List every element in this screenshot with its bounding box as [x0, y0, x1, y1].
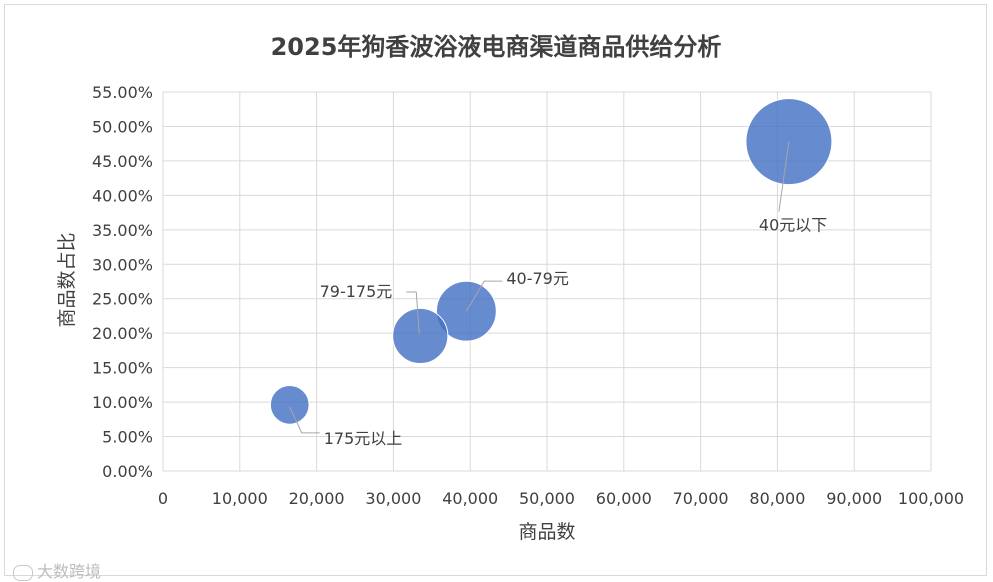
x-tick-label: 100,000: [898, 489, 964, 508]
leader-line: [406, 291, 420, 334]
y-tick-label: 40.00%: [92, 186, 153, 205]
x-tick-label: 30,000: [365, 489, 421, 508]
y-tick-label: 30.00%: [92, 255, 153, 274]
y-tick-label: 35.00%: [92, 221, 153, 240]
x-tick-label: 50,000: [519, 489, 575, 508]
leader-line: [465, 280, 503, 312]
watermark-logo-icon: [13, 564, 33, 581]
leader-line: [289, 406, 320, 434]
y-tick-label: 25.00%: [92, 290, 153, 309]
x-tick-label: 40,000: [442, 489, 498, 508]
footer-watermark: 大数跨境: [13, 558, 101, 582]
x-tick-label: 60,000: [596, 489, 652, 508]
y-tick-label: 45.00%: [92, 152, 153, 171]
y-tick-label: 0.00%: [102, 462, 153, 481]
x-tick-label: 10,000: [212, 489, 268, 508]
chart-frame: 2025年狗香波浴液电商渠道商品供给分析 0.00% 5.00% 10.00% 15.…: [4, 4, 987, 581]
y-axis-title: 商品数占比: [56, 232, 78, 327]
y-tick-label: 10.00%: [92, 393, 153, 412]
bubble-series: [269, 98, 833, 425]
y-tick-label: 20.00%: [92, 324, 153, 343]
y-tick-label: 50.00%: [92, 117, 153, 136]
data-labels: 40元以下 40-79元 79-175元 175元以上: [289, 141, 827, 448]
y-tick-label: 5.00%: [102, 428, 153, 447]
leader-line: [778, 141, 790, 212]
chart-title: 2025年狗香波浴液电商渠道商品供给分析: [271, 33, 722, 61]
x-tick-label: 20,000: [289, 489, 345, 508]
data-label: 40-79元: [506, 269, 569, 288]
data-label: 79-175元: [320, 282, 393, 301]
footer-text: 大数跨境: [37, 562, 102, 581]
y-tick-label: 55.00%: [92, 83, 153, 102]
x-tick-label: 0: [158, 489, 168, 508]
y-axis-ticks: 0.00% 5.00% 10.00% 15.00% 20.00% 25.00% 30.00%…: [92, 83, 153, 481]
bubble-chart: 2025年狗香波浴液电商渠道商品供给分析 0.00% 5.00% 10.00% 15.…: [56, 33, 964, 543]
data-label: 175元以上: [324, 429, 403, 448]
x-tick-label: 90,000: [826, 489, 882, 508]
x-axis-title: 商品数: [518, 521, 575, 543]
grid-lines: [162, 91, 932, 472]
x-tick-label: 70,000: [673, 489, 729, 508]
bubble: [269, 384, 310, 425]
x-axis-ticks: 0 10,000 20,000 30,000 40,000 50,000 60,000 70,…: [158, 489, 964, 508]
data-label: 40元以下: [759, 216, 827, 235]
y-tick-label: 15.00%: [92, 359, 153, 378]
x-tick-label: 80,000: [749, 489, 805, 508]
bubble: [392, 307, 449, 365]
